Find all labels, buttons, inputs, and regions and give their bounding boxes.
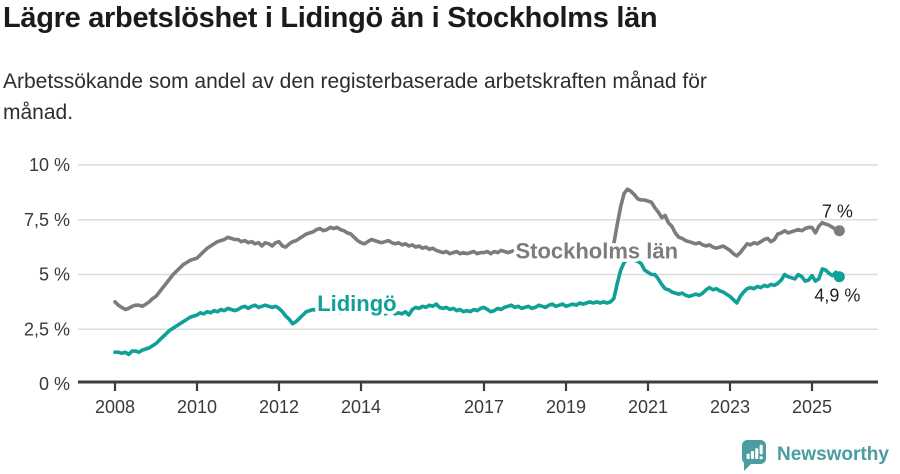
series-end-value-label-liding-: 4,9 % — [814, 286, 860, 306]
x-axis-tick-label: 2008 — [95, 397, 135, 417]
chart-subtitle: Arbetssökande som andel av den registerb… — [3, 66, 707, 128]
bar-chart-glyph — [746, 447, 759, 459]
series-endpoint-dot-stockholms-l-n — [833, 225, 845, 237]
series-label-stockholms-l-n: Stockholms län — [515, 238, 678, 263]
y-axis-tick-label: 10 % — [29, 155, 70, 175]
y-axis-tick-label: 0 % — [39, 374, 70, 394]
y-axis-tick-label: 2,5 % — [24, 319, 70, 339]
chart-subtitle-line2: månad. — [3, 101, 74, 124]
logo-bubble-tail — [744, 459, 754, 471]
x-axis-tick-label: 2017 — [464, 397, 504, 417]
x-axis-tick-label: 2019 — [546, 397, 586, 417]
x-axis-tick-label: 2021 — [628, 397, 668, 417]
chart-title: Lägre arbetslöshet i Lidingö än i Stockh… — [3, 2, 658, 34]
brand-footer: Newsworthy — [741, 438, 889, 472]
series-line-liding- — [113, 256, 842, 357]
x-axis-tick-label: 2012 — [259, 397, 299, 417]
y-axis-tick-label: 7,5 % — [24, 210, 70, 230]
newsworthy-logo-icon — [742, 439, 766, 471]
series-line-stockholms-l-n — [113, 187, 842, 312]
x-axis-tick-label: 2010 — [177, 397, 217, 417]
y-axis-tick-label: 5 % — [39, 265, 70, 285]
x-axis-tick-label: 2014 — [341, 397, 381, 417]
brand-name: Newsworthy — [777, 444, 889, 465]
x-axis-tick-label: 2023 — [710, 397, 750, 417]
chart-subtitle-line1: Arbetssökande som andel av den registerb… — [3, 70, 707, 93]
series-end-value-label-stockholms-l-n: 7 % — [822, 202, 853, 222]
series-label-liding-: Lidingö — [317, 291, 396, 316]
exclamation-glyph — [759, 444, 763, 459]
series-endpoint-dot-liding- — [833, 271, 845, 283]
x-axis-tick-label: 2025 — [792, 397, 832, 417]
